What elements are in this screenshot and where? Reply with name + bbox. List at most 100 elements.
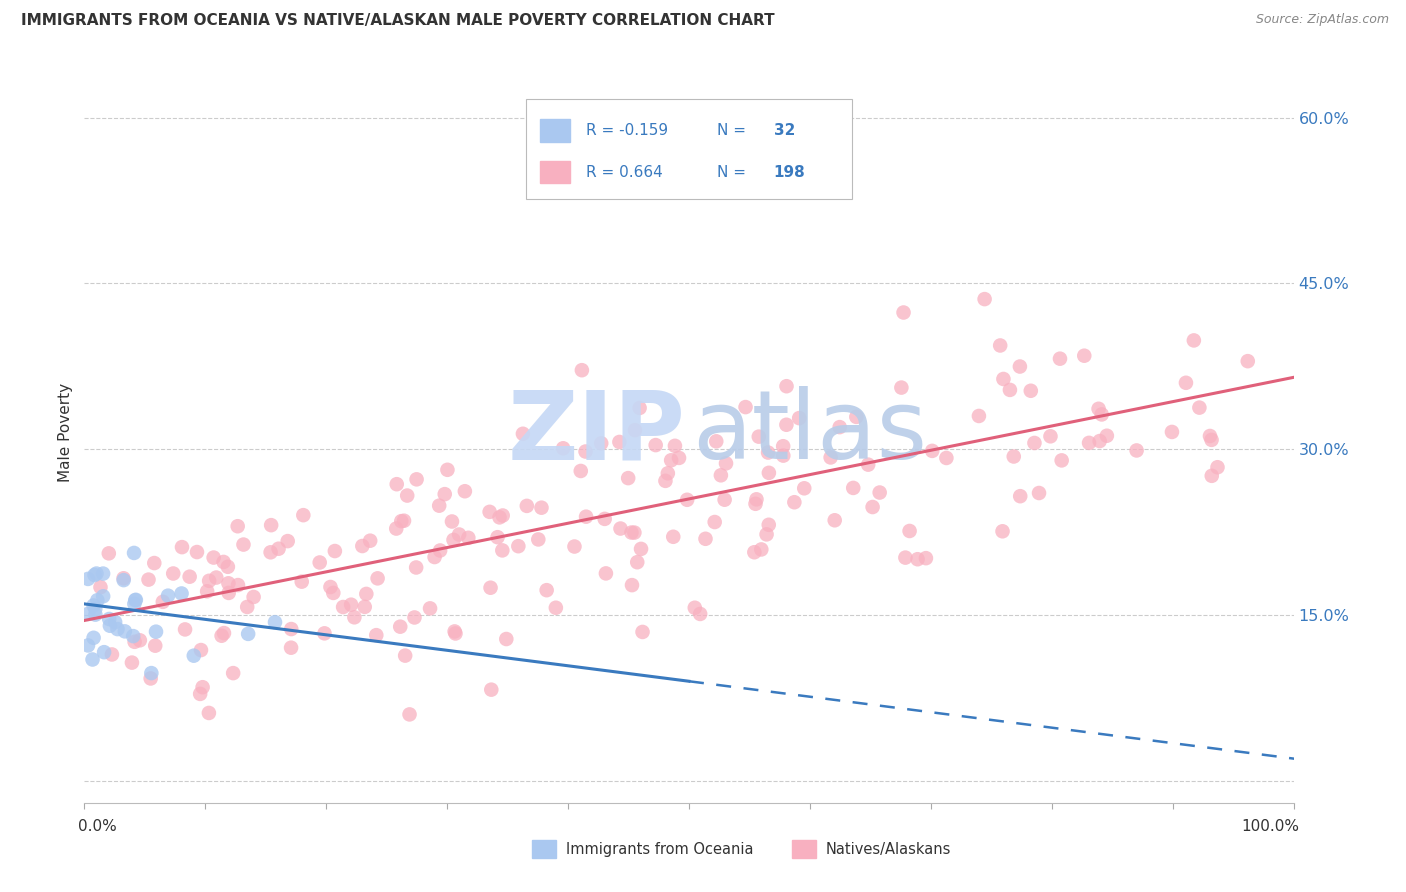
Point: [394, 648, 416, 663]
Point: [479, 581, 502, 595]
Point: [211, 629, 233, 643]
Point: [157, 589, 180, 603]
Point: [787, 411, 810, 425]
Point: [630, 541, 652, 556]
Point: [114, 624, 136, 639]
Point: [280, 640, 302, 655]
Point: [433, 487, 456, 501]
Point: [1125, 443, 1147, 458]
Point: [479, 682, 502, 697]
Point: [553, 442, 575, 456]
Point: [122, 546, 145, 560]
Point: [429, 543, 451, 558]
Point: [322, 586, 344, 600]
Point: [170, 586, 193, 600]
Point: [967, 409, 990, 423]
Bar: [531, 840, 555, 858]
Point: [343, 610, 366, 624]
Point: [1087, 401, 1109, 416]
Point: [1010, 489, 1032, 503]
Point: [91, 566, 114, 581]
Point: [195, 584, 218, 599]
Point: [842, 481, 865, 495]
Point: [1078, 435, 1101, 450]
Point: [1049, 351, 1071, 366]
Point: [436, 463, 458, 477]
Point: [772, 449, 794, 463]
Text: Natives/Alaskans: Natives/Alaskans: [825, 842, 950, 857]
Point: [915, 551, 938, 566]
Point: [1019, 384, 1042, 398]
Text: 0.0%: 0.0%: [79, 820, 117, 834]
Point: [143, 556, 166, 570]
Point: [202, 550, 225, 565]
Point: [856, 458, 879, 472]
Point: [112, 573, 135, 587]
Point: [488, 510, 510, 524]
Point: [783, 495, 806, 509]
Point: [664, 439, 686, 453]
Point: [292, 508, 315, 523]
Bar: [792, 840, 815, 858]
Point: [77, 639, 100, 653]
Point: [367, 571, 389, 585]
Point: [569, 464, 592, 478]
Point: [772, 439, 794, 453]
Point: [198, 574, 221, 588]
Text: 100.0%: 100.0%: [1241, 820, 1299, 834]
Point: [212, 555, 235, 569]
Point: [145, 624, 167, 639]
Point: [86, 593, 108, 607]
Point: [242, 590, 264, 604]
Point: [689, 607, 711, 621]
Text: R = 0.664: R = 0.664: [586, 164, 662, 179]
Point: [259, 545, 281, 559]
Point: [495, 632, 517, 646]
Point: [894, 550, 917, 565]
Point: [101, 648, 124, 662]
Point: [744, 545, 766, 559]
Text: N =: N =: [717, 164, 745, 179]
Text: N =: N =: [717, 123, 745, 138]
Point: [668, 450, 690, 465]
Point: [124, 597, 146, 611]
Point: [1174, 376, 1197, 390]
Point: [98, 619, 121, 633]
Point: [683, 600, 706, 615]
Point: [392, 514, 415, 528]
Point: [77, 572, 100, 586]
Point: [138, 573, 160, 587]
Text: Source: ZipAtlas.com: Source: ZipAtlas.com: [1256, 13, 1389, 27]
Point: [205, 570, 228, 584]
Point: [124, 635, 146, 649]
Point: [755, 527, 778, 541]
Point: [191, 680, 214, 694]
Point: [745, 492, 768, 507]
Point: [828, 420, 851, 434]
Y-axis label: Male Poverty: Male Poverty: [58, 383, 73, 483]
Point: [419, 601, 441, 615]
Point: [644, 438, 666, 452]
Point: [626, 555, 648, 569]
Text: IMMIGRANTS FROM OCEANIA VS NATIVE/ALASKAN MALE POVERTY CORRELATION CHART: IMMIGRANTS FROM OCEANIA VS NATIVE/ALASKA…: [21, 13, 775, 29]
Point: [308, 556, 330, 570]
Point: [226, 578, 249, 592]
Point: [440, 515, 463, 529]
Point: [457, 531, 479, 545]
Point: [232, 538, 254, 552]
Point: [107, 622, 129, 636]
Point: [277, 534, 299, 549]
FancyBboxPatch shape: [526, 99, 852, 200]
Point: [1024, 436, 1046, 450]
Text: ZIP: ZIP: [508, 386, 685, 479]
Point: [122, 629, 145, 643]
Point: [564, 540, 586, 554]
Point: [385, 522, 408, 536]
Point: [139, 672, 162, 686]
Point: [264, 615, 287, 630]
Point: [1188, 401, 1211, 415]
Point: [623, 525, 645, 540]
Point: [190, 643, 212, 657]
Point: [869, 485, 891, 500]
Point: [366, 628, 388, 642]
